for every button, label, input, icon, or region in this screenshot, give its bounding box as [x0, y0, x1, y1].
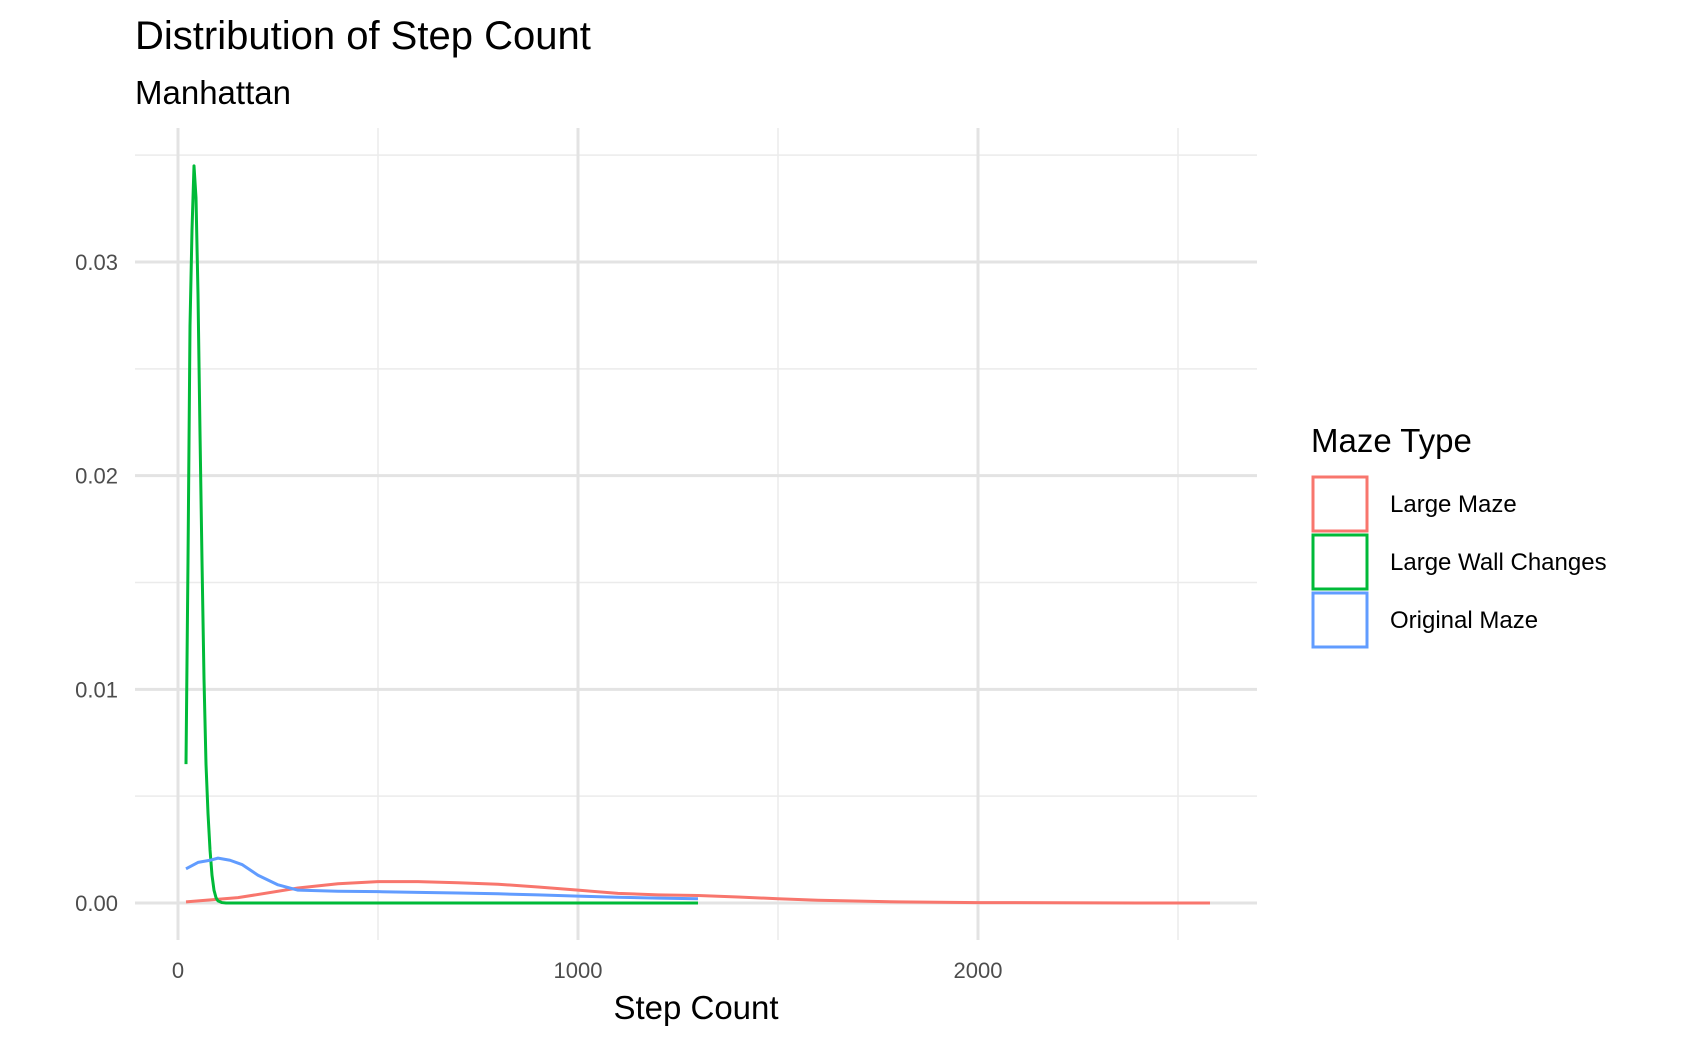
legend-label: Large Wall Changes — [1390, 549, 1607, 576]
legend: Large Maze Large Wall Changes Original Maz… — [1311, 475, 1607, 649]
chart-subtitle: Manhattan — [135, 74, 291, 111]
legend-label: Large Maze — [1390, 491, 1517, 518]
legend-key — [1311, 533, 1369, 591]
y-tick-label: 0.03 — [75, 250, 118, 275]
x-axis-ticks: 0 1000 2000 — [172, 958, 1003, 983]
y-tick-label: 0.01 — [75, 677, 118, 702]
chart-title: Distribution of Step Count — [135, 14, 591, 58]
legend-item-original-maze: Original Maze — [1311, 591, 1538, 649]
legend-label: Original Maze — [1390, 607, 1538, 634]
legend-item-large-wall-changes: Large Wall Changes — [1311, 533, 1607, 591]
x-axis-label: Step Count — [613, 989, 778, 1026]
x-tick-label: 2000 — [954, 958, 1003, 983]
y-axis-ticks: 0.00 0.01 0.02 0.03 — [75, 250, 118, 916]
legend-title: Maze Type — [1311, 422, 1472, 459]
density-lines — [184, 164, 1210, 905]
y-tick-label: 0.00 — [75, 891, 118, 916]
series-line-original-maze — [185, 856, 699, 901]
x-tick-label: 0 — [172, 958, 184, 983]
grid-lines — [135, 128, 1257, 940]
series-line-large-maze — [185, 880, 1210, 905]
series-line-large-wall-changes — [184, 164, 698, 905]
legend-key — [1311, 591, 1369, 649]
x-tick-label: 1000 — [554, 958, 603, 983]
legend-key — [1311, 475, 1369, 533]
y-tick-label: 0.02 — [75, 464, 118, 489]
legend-item-large-maze: Large Maze — [1311, 475, 1517, 533]
